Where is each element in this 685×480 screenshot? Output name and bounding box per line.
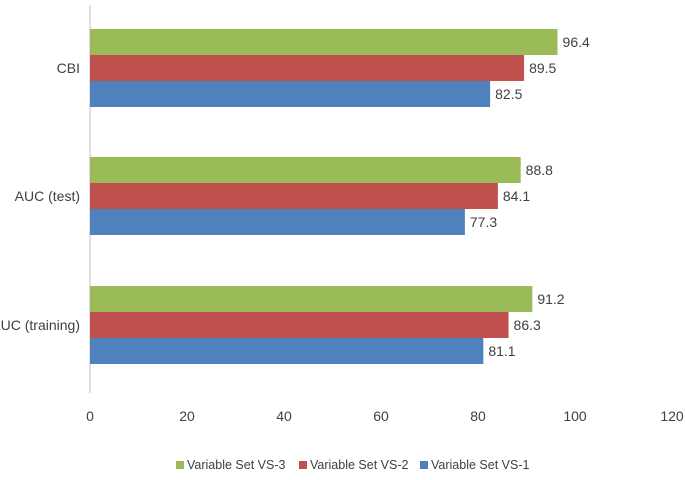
data-label: 86.3 (514, 317, 541, 333)
x-tick-label: 120 (660, 408, 684, 424)
legend-swatch (420, 461, 428, 469)
data-label: 82.5 (495, 86, 522, 102)
bar-variable-set-vs-3-auc-training- (90, 286, 533, 312)
bar-variable-set-vs-1-auc-test- (90, 209, 465, 235)
category-label: AUC (test) (15, 188, 80, 204)
data-label: 91.2 (537, 291, 564, 307)
legend-swatch (176, 461, 184, 469)
x-tick-label: 0 (86, 408, 94, 424)
x-tick-label: 80 (470, 408, 486, 424)
category-label: AUC (training) (0, 317, 80, 333)
legend-label: Variable Set VS-2 (310, 458, 408, 472)
x-tick-label: 60 (373, 408, 389, 424)
bar-variable-set-vs-1-cbi (90, 81, 491, 107)
legend-swatch (299, 461, 307, 469)
bars-group: 96.4 89.5 82.5 88.8 84.1 77.3 91.2 86.3 81.1 (90, 29, 590, 364)
bar-variable-set-vs-3-auc-test- (90, 157, 521, 183)
bar-variable-set-vs-1-auc-training- (90, 338, 484, 364)
bar-variable-set-vs-3-cbi (90, 29, 558, 55)
legend: Variable Set VS-3 Variable Set VS-2 Variab… (176, 458, 529, 472)
category-label: CBI (57, 60, 80, 76)
data-label: 96.4 (563, 34, 590, 50)
bar-variable-set-vs-2-auc-training- (90, 312, 509, 338)
data-label: 84.1 (503, 188, 530, 204)
legend-label: Variable Set VS-1 (431, 458, 529, 472)
data-label: 81.1 (488, 343, 515, 359)
bar-variable-set-vs-2-auc-test- (90, 183, 498, 209)
x-tick-label: 100 (563, 408, 587, 424)
data-label: 89.5 (529, 60, 556, 76)
data-label: 77.3 (470, 214, 497, 230)
x-tick-labels: 0 20 40 60 80 100 120 (86, 408, 684, 424)
bar-variable-set-vs-2-cbi (90, 55, 525, 81)
data-label: 88.8 (526, 162, 553, 178)
category-labels: CBI AUC (test) AUC (training) (0, 60, 80, 333)
legend-label: Variable Set VS-3 (187, 458, 285, 472)
x-tick-label: 40 (276, 408, 292, 424)
x-tick-label: 20 (179, 408, 195, 424)
